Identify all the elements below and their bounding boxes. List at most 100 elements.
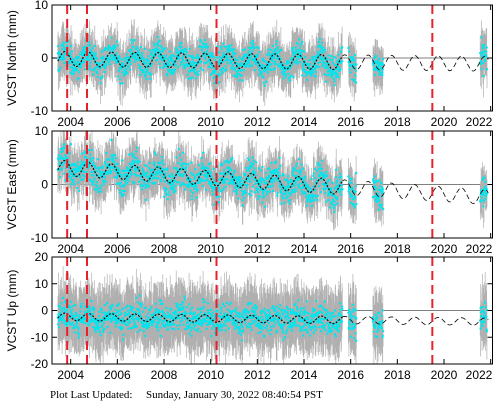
- data-point: [172, 323, 176, 326]
- data-point: [296, 57, 299, 61]
- data-point: [205, 327, 208, 330]
- data-point: [294, 46, 297, 49]
- data-point: [67, 62, 71, 65]
- data-point: [202, 305, 205, 309]
- data-point: [131, 45, 135, 49]
- data-point: [250, 328, 253, 332]
- data-point: [229, 301, 232, 305]
- data-point: [267, 322, 271, 325]
- data-point: [286, 328, 289, 331]
- data-point: [297, 178, 300, 181]
- data-point: [156, 315, 159, 319]
- data-point: [160, 155, 164, 159]
- data-point: [192, 173, 195, 176]
- data-point: [348, 308, 351, 312]
- data-point: [372, 319, 376, 322]
- data-point: [480, 67, 483, 71]
- data-point: [241, 204, 244, 207]
- data-point: [227, 316, 231, 319]
- data-point: [379, 323, 382, 326]
- data-point: [56, 323, 60, 326]
- data-point: [83, 49, 86, 53]
- data-point: [285, 178, 289, 181]
- data-point: [283, 178, 286, 181]
- data-point: [159, 299, 163, 302]
- data-point: [127, 65, 130, 69]
- data-point: [285, 305, 288, 309]
- data-point: [96, 323, 100, 326]
- data-point: [135, 325, 139, 328]
- data-point: [329, 54, 333, 58]
- data-point: [103, 327, 106, 330]
- data-point: [179, 63, 182, 67]
- data-point: [192, 56, 196, 59]
- data-point: [118, 78, 122, 81]
- data-point: [325, 200, 328, 203]
- data-point: [278, 174, 281, 177]
- data-point: [124, 169, 127, 172]
- data-point: [255, 305, 258, 308]
- data-point: [339, 68, 342, 72]
- data-point: [202, 42, 205, 46]
- data-point: [77, 326, 80, 329]
- data-point: [239, 179, 242, 182]
- y-axis-label: VCST North (mm): [5, 10, 19, 106]
- data-point: [298, 312, 302, 315]
- data-point: [182, 55, 185, 58]
- data-point: [481, 56, 484, 59]
- data-point: [57, 326, 61, 329]
- data-point: [201, 307, 204, 310]
- data-point: [331, 329, 334, 332]
- data-point: [282, 313, 285, 316]
- data-point: [206, 45, 210, 48]
- x-tick-label: 2008: [151, 115, 178, 129]
- data-point: [124, 306, 127, 309]
- data-point: [76, 57, 79, 60]
- data-point: [256, 191, 260, 194]
- data-point: [197, 163, 200, 167]
- data-point: [133, 322, 137, 325]
- data-point: [260, 309, 263, 313]
- data-point: [184, 163, 188, 166]
- data-point: [225, 324, 228, 327]
- data-point: [321, 48, 324, 52]
- data-point: [334, 71, 338, 74]
- data-point: [301, 69, 304, 72]
- data-point: [110, 170, 113, 173]
- data-point: [114, 308, 117, 311]
- data-point: [299, 45, 302, 48]
- data-point: [107, 317, 111, 321]
- data-point: [166, 328, 170, 331]
- data-point: [188, 332, 191, 335]
- data-point: [186, 320, 190, 323]
- data-point: [373, 73, 376, 77]
- data-point: [104, 180, 107, 183]
- data-point: [111, 58, 114, 61]
- data-point: [324, 170, 328, 174]
- data-point: [107, 172, 110, 175]
- data-point: [265, 327, 268, 330]
- data-point: [249, 326, 252, 329]
- data-point: [341, 187, 344, 191]
- data-point: [172, 54, 176, 58]
- data-point: [134, 47, 137, 51]
- data-point: [198, 181, 202, 184]
- data-point: [268, 311, 272, 314]
- data-point: [316, 53, 319, 57]
- model-line: [57, 312, 489, 326]
- data-point: [203, 300, 206, 303]
- data-point: [62, 57, 66, 61]
- data-point: [267, 176, 271, 179]
- data-point: [320, 41, 324, 44]
- data-point: [143, 181, 146, 184]
- data-point: [164, 189, 167, 193]
- data-point: [270, 68, 274, 72]
- data-point: [102, 322, 106, 325]
- data-point: [70, 55, 73, 59]
- data-point: [171, 175, 174, 178]
- data-point: [351, 323, 354, 326]
- data-point: [70, 178, 73, 181]
- data-point: [312, 174, 315, 178]
- data-point: [227, 327, 231, 330]
- data-point: [190, 326, 194, 330]
